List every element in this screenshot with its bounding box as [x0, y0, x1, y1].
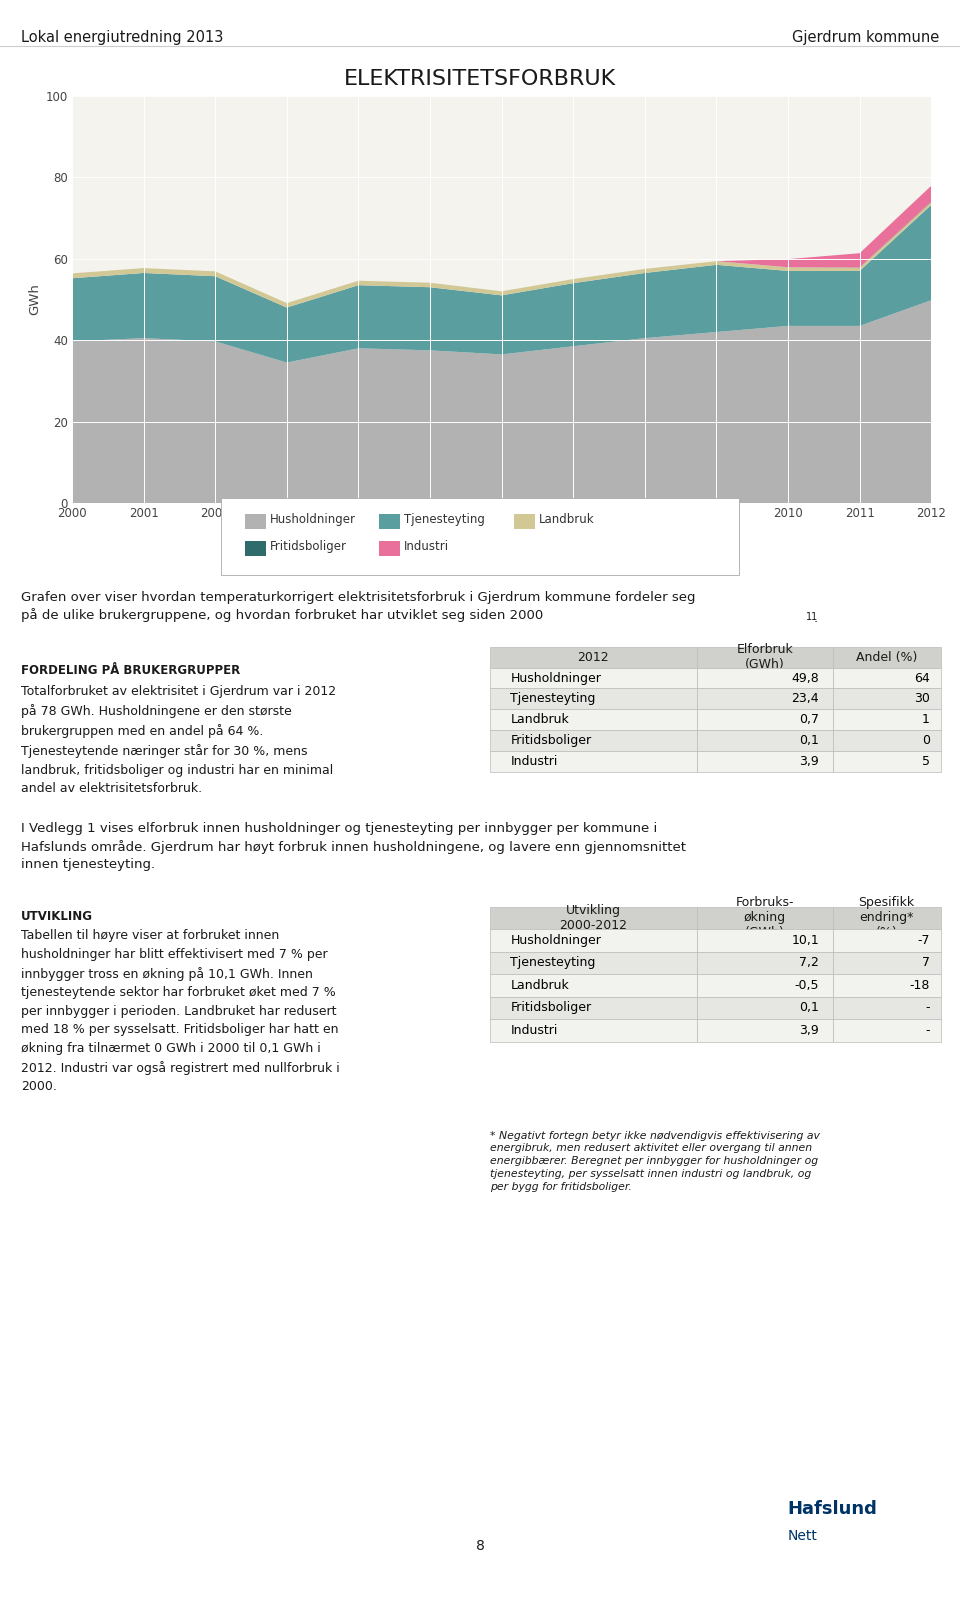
Text: Gjerdrum kommune: Gjerdrum kommune	[792, 30, 939, 45]
Text: ELEKTRISITETSFORBRUK: ELEKTRISITETSFORBRUK	[344, 69, 616, 89]
Text: Nett: Nett	[787, 1530, 817, 1543]
Text: Industri: Industri	[404, 540, 449, 553]
Text: UTVIKLING: UTVIKLING	[21, 910, 93, 923]
Text: Grafen over viser hvordan temperaturkorrigert elektrisitetsforbruk i Gjerdrum ko: Grafen over viser hvordan temperaturkorr…	[21, 591, 696, 623]
Text: .: .	[814, 612, 818, 624]
Text: Hafslund: Hafslund	[787, 1500, 877, 1519]
Text: 11: 11	[806, 612, 819, 621]
Text: Landbruk: Landbruk	[539, 513, 594, 525]
Text: * Negativt fortegn betyr ikke nødvendigvis effektivisering av
energibruk, men re: * Negativt fortegn betyr ikke nødvendigv…	[490, 1131, 820, 1191]
Text: Lokal energiutredning 2013: Lokal energiutredning 2013	[21, 30, 224, 45]
Text: Husholdninger: Husholdninger	[270, 513, 356, 525]
Text: Tabellen til høyre viser at forbruket innen
husholdninger har blitt effektiviser: Tabellen til høyre viser at forbruket in…	[21, 929, 340, 1094]
Text: I Vedlegg 1 vises elforbruk innen husholdninger og tjenesteyting per innbygger p: I Vedlegg 1 vises elforbruk innen hushol…	[21, 822, 686, 870]
Text: 8: 8	[475, 1540, 485, 1552]
Text: Tjenesteyting: Tjenesteyting	[404, 513, 485, 525]
Text: Fritidsboliger: Fritidsboliger	[270, 540, 347, 553]
Text: FORDELING PÅ BRUKERGRUPPER: FORDELING PÅ BRUKERGRUPPER	[21, 664, 240, 677]
Text: Totalforbruket av elektrisitet i Gjerdrum var i 2012
på 78 GWh. Husholdningene e: Totalforbruket av elektrisitet i Gjerdru…	[21, 685, 336, 795]
Y-axis label: GWh: GWh	[29, 284, 41, 315]
